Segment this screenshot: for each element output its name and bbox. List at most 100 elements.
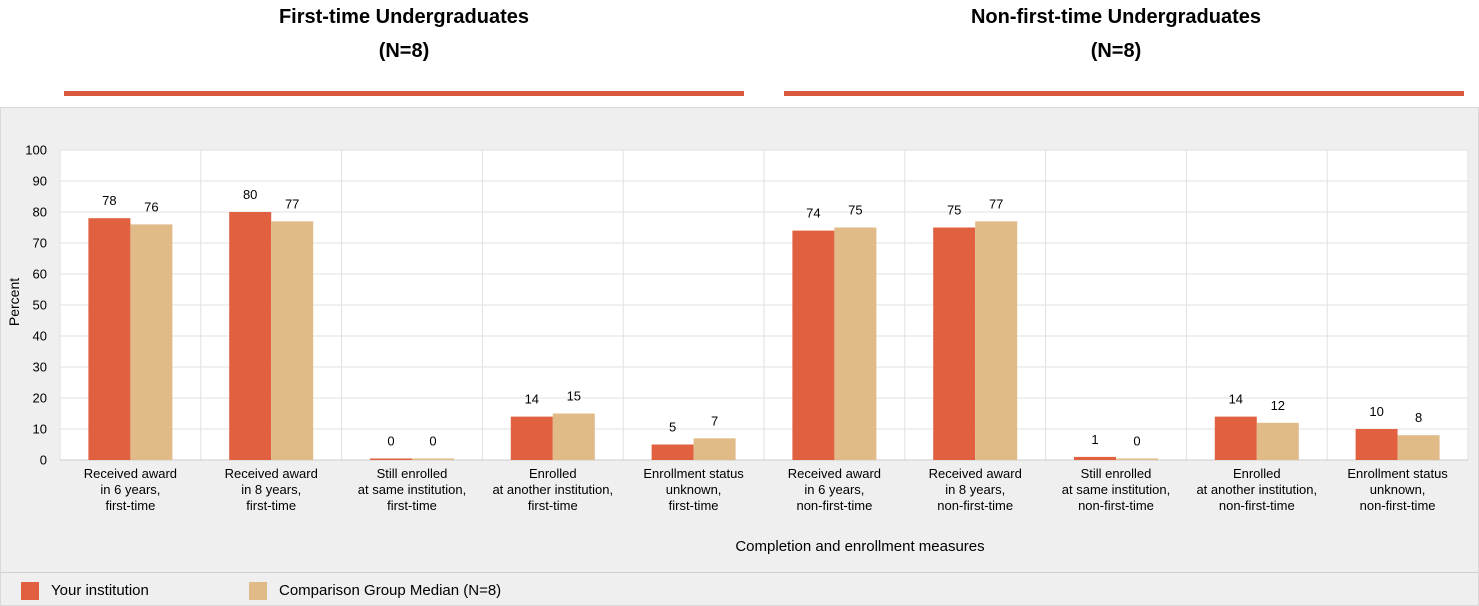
y-tick-label: 100 (25, 143, 47, 158)
bar-comparison-median-4 (693, 438, 736, 460)
x-tick-label-7: Still enrolled (1081, 466, 1152, 481)
x-tick-label-1: Received award (225, 466, 318, 481)
legend-item-comparison-median: Comparison Group Median (N=8) (249, 582, 501, 600)
y-tick-label: 30 (33, 360, 47, 375)
x-tick-label-7: non-first-time (1078, 498, 1154, 513)
x-tick-label-7: at same institution, (1062, 482, 1170, 497)
data-label-your-institution-3: 14 (525, 392, 539, 407)
group-title-non-first-time-label: Non-first-time Undergraduates (970, 6, 1262, 28)
bar-your-institution-3 (510, 416, 553, 460)
bar-comparison-median-2 (412, 458, 454, 460)
x-tick-label-4: unknown, (666, 482, 722, 497)
x-tick-label-8: at another institution, (1196, 482, 1317, 497)
bar-your-institution-2 (370, 458, 412, 460)
data-label-comparison-median-3: 15 (567, 389, 581, 404)
bar-comparison-median-1 (271, 221, 314, 460)
y-tick-label: 80 (33, 205, 47, 220)
data-label-comparison-median-5: 75 (848, 203, 862, 218)
x-tick-label-1: in 8 years, (241, 482, 301, 497)
bar-comparison-median-6 (975, 221, 1018, 460)
x-tick-label-1: first-time (246, 498, 296, 513)
x-axis-title: Completion and enrollment measures (735, 538, 984, 555)
bar-comparison-median-5 (834, 227, 877, 460)
x-tick-label-3: first-time (528, 498, 578, 513)
x-tick-label-6: non-first-time (937, 498, 1013, 513)
legend-label-your-institution: Your institution (51, 582, 149, 599)
bar-comparison-median-8 (1256, 422, 1299, 460)
y-tick-label: 70 (33, 236, 47, 251)
data-label-comparison-median-8: 12 (1271, 398, 1285, 413)
x-tick-label-4: first-time (669, 498, 719, 513)
x-tick-label-3: at another institution, (492, 482, 613, 497)
x-tick-label-2: at same institution, (358, 482, 466, 497)
x-tick-label-0: first-time (105, 498, 155, 513)
group-title-non-first-time: Non-first-time Undergraduates (N=8) (784, 0, 1448, 68)
x-tick-label-8: non-first-time (1219, 498, 1295, 513)
data-label-your-institution-1: 80 (243, 187, 257, 202)
bar-your-institution-6 (933, 227, 976, 460)
group-n-non-first-time: (N=8) (1090, 40, 1142, 62)
bar-your-institution-4 (651, 444, 694, 460)
y-axis-title: Percent (6, 278, 22, 326)
chart-header: First-time Undergraduates (N=8) Non-firs… (0, 0, 1479, 107)
y-tick-label: 0 (40, 453, 47, 468)
bar-your-institution-1 (229, 212, 272, 460)
y-tick-label: 20 (33, 391, 47, 406)
data-label-comparison-median-7: 0 (1133, 434, 1140, 449)
x-tick-label-0: Received award (84, 466, 177, 481)
y-tick-label: 50 (33, 298, 47, 313)
x-tick-label-5: Received award (788, 466, 881, 481)
x-tick-label-3: Enrolled (529, 466, 577, 481)
data-label-comparison-median-9: 8 (1415, 410, 1422, 425)
group-title-first-time-label: First-time Undergraduates (278, 6, 530, 28)
group-n-first-time: (N=8) (378, 40, 430, 62)
x-tick-label-5: non-first-time (796, 498, 872, 513)
data-label-comparison-median-6: 77 (989, 196, 1003, 211)
legend-swatch-comparison-median (249, 582, 267, 600)
data-label-your-institution-4: 5 (669, 420, 676, 435)
bar-comparison-median-7 (1116, 458, 1158, 460)
legend-item-your-institution: Your institution (21, 582, 149, 600)
y-tick-label: 60 (33, 267, 47, 282)
x-tick-label-8: Enrolled (1233, 466, 1281, 481)
y-tick-label: 10 (33, 422, 47, 437)
data-label-your-institution-8: 14 (1229, 392, 1243, 407)
bar-your-institution-8 (1214, 416, 1257, 460)
data-label-your-institution-7: 1 (1091, 432, 1098, 447)
x-tick-label-9: Enrollment status (1347, 466, 1448, 481)
x-tick-label-6: Received award (929, 466, 1022, 481)
data-label-your-institution-9: 10 (1369, 404, 1383, 419)
x-tick-label-9: unknown, (1370, 482, 1426, 497)
data-label-comparison-median-4: 7 (711, 413, 718, 428)
data-label-your-institution-2: 0 (387, 434, 394, 449)
bar-your-institution-9 (1355, 429, 1398, 460)
group-title-first-time: First-time Undergraduates (N=8) (64, 0, 744, 68)
y-tick-label: 40 (33, 329, 47, 344)
x-tick-label-9: non-first-time (1360, 498, 1436, 513)
x-tick-label-4: Enrollment status (643, 466, 744, 481)
group-rule-first-time (64, 91, 744, 96)
bar-comparison-median-9 (1397, 435, 1440, 460)
x-tick-label-2: Still enrolled (377, 466, 448, 481)
data-label-your-institution-5: 74 (806, 206, 820, 221)
y-tick-label: 90 (33, 174, 47, 189)
x-tick-label-5: in 6 years, (804, 482, 864, 497)
bar-comparison-median-0 (130, 224, 173, 460)
group-rule-non-first-time (784, 91, 1464, 96)
x-tick-label-2: first-time (387, 498, 437, 513)
data-label-your-institution-6: 75 (947, 203, 961, 218)
data-label-comparison-median-2: 0 (429, 434, 436, 449)
bar-your-institution-0 (88, 218, 131, 460)
legend: Your institution Comparison Group Median… (0, 572, 1479, 606)
x-tick-label-6: in 8 years, (945, 482, 1005, 497)
legend-label-comparison-median: Comparison Group Median (N=8) (279, 582, 502, 599)
x-tick-label-0: in 6 years, (100, 482, 160, 497)
data-label-comparison-median-1: 77 (285, 196, 299, 211)
bar-your-institution-7 (1074, 456, 1116, 460)
data-label-comparison-median-0: 76 (144, 199, 158, 214)
bar-your-institution-5 (792, 230, 835, 460)
legend-swatch-your-institution (21, 582, 39, 600)
data-label-your-institution-0: 78 (102, 193, 116, 208)
bar-comparison-median-3 (552, 413, 595, 460)
